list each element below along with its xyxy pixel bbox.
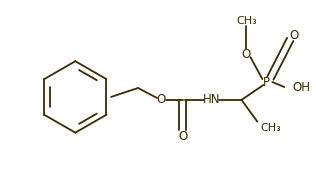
Text: CH₃: CH₃ (260, 123, 281, 133)
Text: O: O (242, 48, 251, 61)
Text: HN: HN (203, 93, 220, 106)
Text: O: O (178, 130, 187, 143)
Text: O: O (156, 93, 166, 106)
Text: OH: OH (292, 80, 310, 93)
Text: CH₃: CH₃ (236, 16, 257, 26)
Text: P: P (263, 76, 270, 89)
Text: O: O (289, 29, 299, 42)
